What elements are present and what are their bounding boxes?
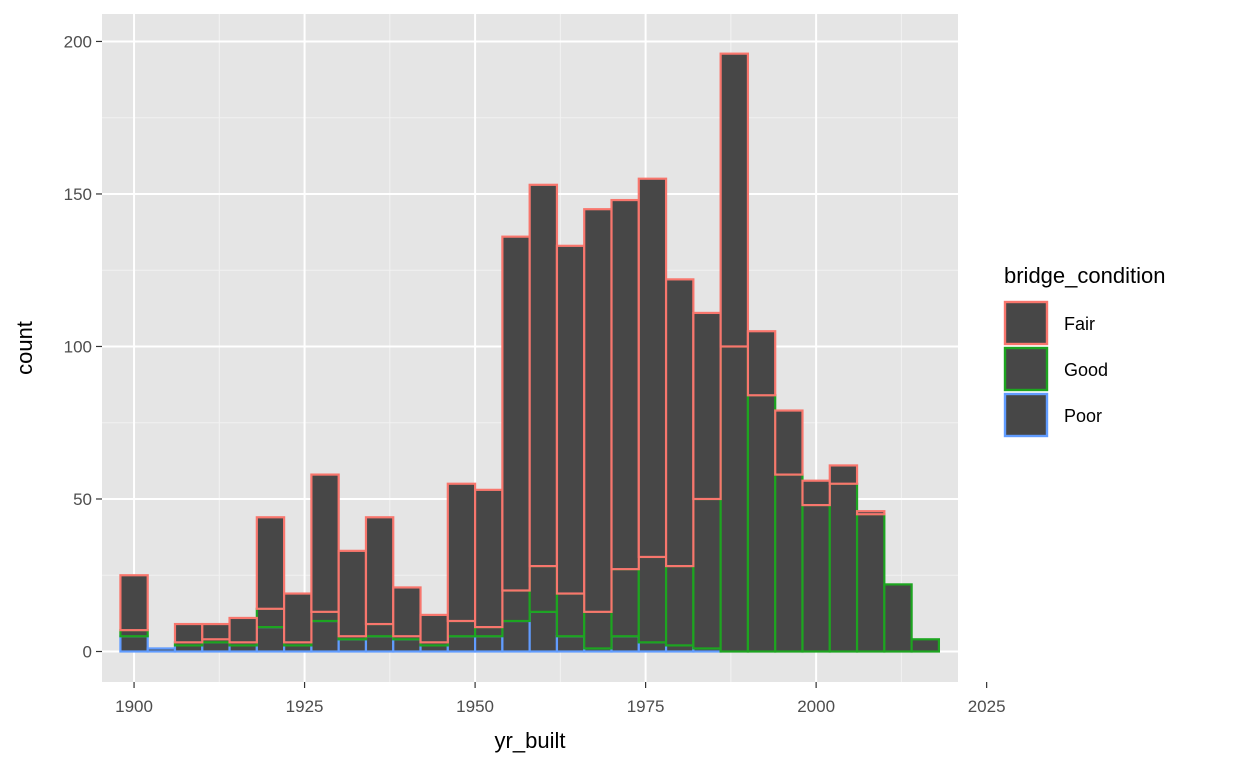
y-tick-label: 50 [73,490,92,509]
bar-good [637,555,668,644]
bar-fair [392,586,422,638]
bar-fair [283,592,313,644]
bar-good [692,497,722,650]
bar-good [528,564,559,613]
x-tick-label: 2000 [797,697,835,716]
y-tick-label: 0 [83,642,92,661]
y-tick-label: 150 [64,185,92,204]
bar-fair [337,549,368,638]
bar-good [446,619,477,638]
axes: 1900 1925 1950 1975 2000 2025 0 50 100 150 200 [64,32,1006,716]
bar-good [801,503,831,653]
y-tick-label: 100 [64,337,92,356]
bar-fair [419,613,449,644]
bar-fair [446,482,477,623]
x-tick-label: 1900 [115,697,153,716]
legend-key-fair [1003,300,1049,346]
legend-key-poor [1003,392,1049,438]
bar-poor [446,635,477,653]
legend: bridge_condition Fair Good Poor [1003,263,1165,438]
bar-fair [119,574,149,632]
bar-fair [637,177,668,559]
x-tick-label: 1925 [286,697,324,716]
bar-fair [746,330,777,397]
y-axis-title: count [12,321,37,375]
legend-label-poor: Poor [1064,406,1102,426]
bar-fair [364,516,395,626]
bar-poor [337,638,368,653]
bar-poor [610,635,640,653]
bar-poor [555,635,586,653]
bar-poor [364,635,395,653]
bar-good [883,583,913,653]
x-axis-title: yr_built [495,728,566,753]
bar-fair [692,311,722,501]
bar-poor [201,641,231,653]
bar-fair [555,244,586,595]
bar-good [855,513,886,653]
bar-good [774,473,804,653]
bar-fair [828,464,859,485]
bar-good [910,638,941,653]
bar-good [664,564,695,647]
bar-fair [610,198,640,571]
bar-poor [255,625,286,653]
bar-fair [774,409,804,476]
bar-fair [201,622,231,641]
legend-key-good [1003,346,1049,392]
legend-label-fair: Fair [1064,314,1095,334]
bar-good [719,345,750,653]
bar-poor [473,635,504,653]
bar-fair [255,516,286,610]
x-tick-label: 1950 [456,697,494,716]
bar-poor [528,610,559,653]
bar-good [501,589,531,623]
bar-poor [501,619,531,653]
y-tick-label: 200 [64,32,92,51]
bar-fair [583,208,613,613]
bar-fair [528,183,559,568]
bar-good [310,610,340,623]
bar-poor [637,641,668,653]
bar-fair [719,52,750,348]
bar-poor [392,638,422,653]
bar-fair [801,479,831,507]
bar-good [746,394,777,653]
histogram-bars [119,52,941,653]
bar-fair [173,622,204,644]
x-tick-label: 2025 [968,697,1006,716]
bar-poor [310,619,340,653]
bar-good [828,482,859,653]
bar-poor [119,635,149,653]
legend-title: bridge_condition [1004,263,1165,288]
bar-good [473,625,504,638]
bar-fair [228,616,258,644]
bar-fair [501,235,531,592]
bar-poor [146,647,177,653]
bar-good [255,607,286,629]
bar-good [555,592,586,638]
legend-label-good: Good [1064,360,1108,380]
x-tick-label: 1975 [627,697,665,716]
bar-good [364,622,395,638]
bar-fair [855,510,886,516]
bar-fair [664,278,695,568]
bar-good [610,568,640,638]
bar-fair [473,488,504,629]
bar-fair [310,473,340,613]
bar-good [583,610,613,650]
